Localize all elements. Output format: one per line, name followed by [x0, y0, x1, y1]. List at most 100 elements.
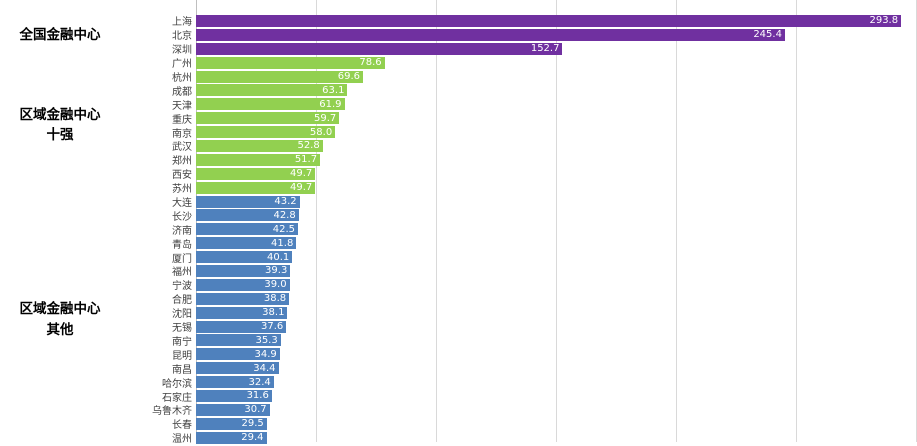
- group-label-line: 区域金融中心: [19, 106, 101, 123]
- gridline: [676, 0, 677, 442]
- bar: 39.0: [196, 278, 290, 291]
- chart-group: 区域金融中心 十强 广州 78.6 杭州 69.6 成都 63.1 天津 61.9 重庆 59.7 南京…: [0, 56, 916, 195]
- bar-row: 南宁 35.3: [120, 333, 916, 348]
- bar-track: 42.8: [196, 209, 916, 222]
- city-label: 济南: [172, 225, 192, 237]
- group-label-line: 全国金融中心: [19, 26, 101, 43]
- bar-row: 南京 58.0: [120, 125, 916, 140]
- value-label: 38.8: [263, 293, 287, 305]
- value-label: 39.3: [265, 265, 288, 277]
- bar: 34.9: [196, 348, 280, 361]
- value-label: 61.9: [319, 98, 342, 110]
- bar-row: 苏州 49.7: [120, 181, 916, 195]
- city-label: 昆明: [172, 350, 192, 362]
- chart-group: 区域金融中心 其他 大连 43.2 长沙 42.8 济南 42.5 青岛 41.8 厦门 40.1 福州…: [0, 195, 916, 445]
- value-label: 52.8: [297, 140, 320, 152]
- bar: 29.4: [196, 431, 267, 444]
- bar-row: 成都 63.1: [120, 83, 916, 98]
- bar-track: 39.3: [196, 264, 916, 277]
- city-label: 深圳: [172, 45, 192, 57]
- bar-row: 昆明 34.9: [120, 347, 916, 362]
- bar: 58.0: [196, 126, 336, 139]
- bar: 31.6: [196, 389, 272, 402]
- city-label: 上海: [172, 17, 192, 29]
- value-label: 41.8: [271, 237, 294, 249]
- city-label: 南昌: [172, 364, 192, 376]
- bar: 78.6: [196, 56, 385, 69]
- bar-row: 厦门 40.1: [120, 250, 916, 265]
- bar-row: 温州 29.4: [120, 431, 916, 445]
- bar: 49.7: [196, 167, 316, 180]
- bar-track: 37.6: [196, 320, 916, 333]
- city-label: 大连: [172, 198, 192, 210]
- city-label: 乌鲁木齐: [152, 406, 192, 418]
- city-label: 无锡: [172, 323, 192, 335]
- group-rows: 广州 78.6 杭州 69.6 成都 63.1 天津 61.9 重庆 59.7 南京 58.0 武汉 52…: [120, 56, 916, 195]
- value-label: 152.7: [530, 43, 560, 55]
- city-label: 合肥: [172, 295, 192, 307]
- value-label: 42.8: [273, 209, 296, 221]
- city-label: 石家庄: [162, 392, 192, 404]
- value-label: 38.1: [262, 307, 285, 319]
- city-label: 成都: [172, 86, 192, 98]
- bar-row: 长春 29.5: [120, 417, 916, 431]
- value-label: 293.8: [869, 15, 899, 27]
- bar-row: 南昌 34.4: [120, 361, 916, 376]
- value-label: 29.4: [241, 432, 264, 444]
- value-label: 63.1: [322, 84, 345, 96]
- bar-track: 245.4: [196, 28, 916, 41]
- bar-track: 31.6: [196, 389, 916, 402]
- city-label: 广州: [172, 59, 192, 71]
- value-label: 31.6: [246, 390, 269, 402]
- value-label: 29.5: [241, 418, 264, 430]
- value-label: 34.9: [254, 348, 277, 360]
- bar: 38.8: [196, 292, 290, 305]
- city-label: 厦门: [172, 253, 192, 265]
- bar-track: 30.7: [196, 403, 916, 416]
- value-label: 245.4: [753, 29, 782, 41]
- bar-row: 深圳 152.7: [120, 42, 916, 56]
- bar-track: 49.7: [196, 167, 916, 180]
- bar-track: 40.1: [196, 251, 916, 264]
- bar-row: 沈阳 38.1: [120, 306, 916, 320]
- city-label: 南京: [172, 128, 192, 140]
- city-label: 宁波: [172, 281, 192, 293]
- bar-row: 武汉 52.8: [120, 139, 916, 153]
- bar: 69.6: [196, 70, 364, 83]
- value-label: 35.3: [255, 334, 278, 346]
- bar-track: 152.7: [196, 42, 916, 55]
- group-rows: 上海 293.8 北京 245.4 深圳 152.7: [120, 14, 916, 56]
- chart-groups: 全国金融中心 上海 293.8 北京 245.4 深圳 152.7 区域金融中心 十强 广州 78.…: [0, 14, 916, 445]
- bar-track: 34.9: [196, 348, 916, 361]
- group-label: 全国金融中心: [0, 14, 120, 56]
- gridline: [796, 0, 797, 442]
- value-label: 49.7: [290, 168, 313, 180]
- city-label: 北京: [172, 31, 192, 43]
- bar-row: 哈尔滨 32.4: [120, 375, 916, 390]
- city-label: 沈阳: [172, 309, 192, 321]
- bar-track: 29.5: [196, 417, 916, 430]
- bar-track: 58.0: [196, 126, 916, 139]
- bar-row: 北京 245.4: [120, 28, 916, 42]
- value-label: 39.0: [264, 279, 287, 291]
- bar-track: 63.1: [196, 84, 916, 97]
- bar-row: 长沙 42.8: [120, 208, 916, 223]
- city-label: 福州: [172, 267, 192, 279]
- city-label: 重庆: [172, 114, 192, 126]
- city-label: 郑州: [172, 156, 192, 168]
- group-label-line: 十强: [46, 127, 74, 144]
- city-label: 温州: [172, 434, 192, 446]
- bar-row: 青岛 41.8: [120, 236, 916, 251]
- value-label: 59.7: [314, 112, 337, 124]
- bar: 35.3: [196, 334, 281, 347]
- city-label: 天津: [172, 100, 192, 112]
- city-label: 青岛: [172, 239, 192, 251]
- group-rows: 大连 43.2 长沙 42.8 济南 42.5 青岛 41.8 厦门 40.1 福州 39.3 宁波 39…: [120, 195, 916, 445]
- city-label: 长春: [172, 420, 192, 432]
- bar-row: 合肥 38.8: [120, 292, 916, 306]
- bar: 245.4: [196, 28, 785, 41]
- bar-track: 38.1: [196, 306, 916, 319]
- bar: 59.7: [196, 112, 340, 125]
- group-label-line: 其他: [46, 321, 74, 338]
